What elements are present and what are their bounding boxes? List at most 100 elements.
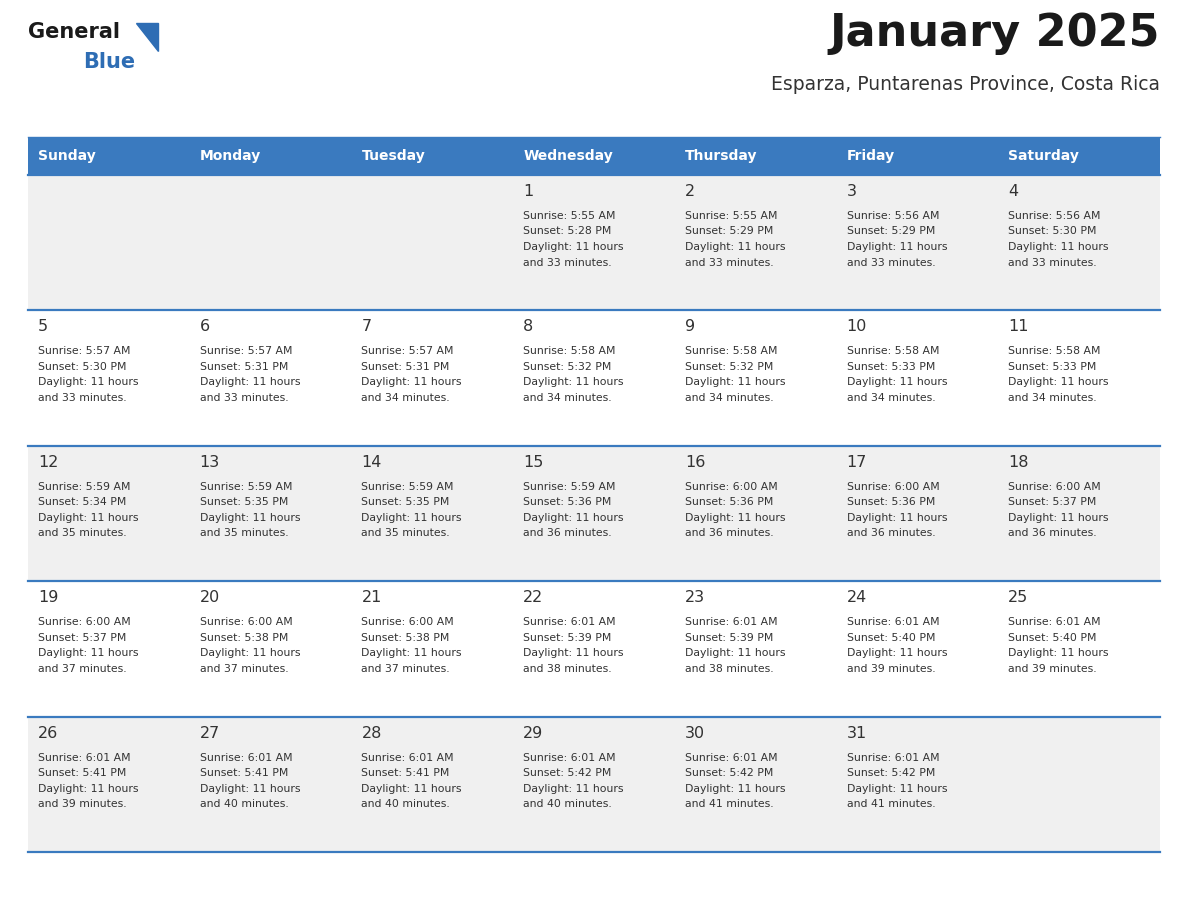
- Text: Sunrise: 6:01 AM: Sunrise: 6:01 AM: [1009, 617, 1101, 627]
- Text: 27: 27: [200, 725, 220, 741]
- Text: 4: 4: [1009, 184, 1018, 199]
- Text: 19: 19: [38, 590, 58, 605]
- Text: Sunrise: 6:00 AM: Sunrise: 6:00 AM: [38, 617, 131, 627]
- Text: Daylight: 11 hours: Daylight: 11 hours: [361, 648, 462, 658]
- Text: Sunset: 5:36 PM: Sunset: 5:36 PM: [684, 498, 773, 508]
- Text: Esparza, Puntarenas Province, Costa Rica: Esparza, Puntarenas Province, Costa Rica: [771, 75, 1159, 94]
- Text: 29: 29: [523, 725, 543, 741]
- Text: and 33 minutes.: and 33 minutes.: [38, 393, 127, 403]
- Text: Sunset: 5:34 PM: Sunset: 5:34 PM: [38, 498, 126, 508]
- Text: Sunset: 5:37 PM: Sunset: 5:37 PM: [1009, 498, 1097, 508]
- Text: and 40 minutes.: and 40 minutes.: [361, 799, 450, 809]
- Bar: [29, 446, 1159, 581]
- Text: Sunset: 5:33 PM: Sunset: 5:33 PM: [847, 362, 935, 372]
- Text: Sunset: 5:38 PM: Sunset: 5:38 PM: [361, 633, 450, 643]
- Text: Sunset: 5:30 PM: Sunset: 5:30 PM: [38, 362, 126, 372]
- Text: Sunset: 5:41 PM: Sunset: 5:41 PM: [38, 768, 126, 778]
- Text: 25: 25: [1009, 590, 1029, 605]
- Text: and 37 minutes.: and 37 minutes.: [361, 664, 450, 674]
- Text: and 39 minutes.: and 39 minutes.: [847, 664, 935, 674]
- Text: Daylight: 11 hours: Daylight: 11 hours: [847, 242, 947, 252]
- Text: Sunrise: 6:01 AM: Sunrise: 6:01 AM: [523, 617, 615, 627]
- Text: Sunrise: 5:58 AM: Sunrise: 5:58 AM: [847, 346, 939, 356]
- Text: Daylight: 11 hours: Daylight: 11 hours: [684, 513, 785, 522]
- Text: Saturday: Saturday: [1009, 149, 1079, 163]
- Text: Sunset: 5:41 PM: Sunset: 5:41 PM: [361, 768, 450, 778]
- Text: Sunset: 5:29 PM: Sunset: 5:29 PM: [847, 227, 935, 237]
- Text: 3: 3: [847, 184, 857, 199]
- Bar: [190, 137, 352, 175]
- Text: and 35 minutes.: and 35 minutes.: [200, 528, 289, 538]
- Text: 31: 31: [847, 725, 867, 741]
- Text: 11: 11: [1009, 319, 1029, 334]
- Text: Sunrise: 5:57 AM: Sunrise: 5:57 AM: [200, 346, 292, 356]
- Text: 26: 26: [38, 725, 58, 741]
- Text: Sunrise: 6:01 AM: Sunrise: 6:01 AM: [38, 753, 131, 763]
- Text: Sunrise: 5:55 AM: Sunrise: 5:55 AM: [523, 211, 615, 221]
- Polygon shape: [135, 23, 158, 51]
- Text: and 34 minutes.: and 34 minutes.: [1009, 393, 1097, 403]
- Text: and 41 minutes.: and 41 minutes.: [847, 799, 935, 809]
- Text: Daylight: 11 hours: Daylight: 11 hours: [847, 784, 947, 793]
- Text: Sunset: 5:32 PM: Sunset: 5:32 PM: [684, 362, 773, 372]
- Text: and 33 minutes.: and 33 minutes.: [1009, 258, 1097, 267]
- Text: Sunrise: 6:01 AM: Sunrise: 6:01 AM: [847, 617, 940, 627]
- Text: and 33 minutes.: and 33 minutes.: [200, 393, 289, 403]
- Bar: [352, 137, 513, 175]
- Text: Daylight: 11 hours: Daylight: 11 hours: [684, 242, 785, 252]
- Text: and 33 minutes.: and 33 minutes.: [847, 258, 935, 267]
- Text: Sunrise: 6:01 AM: Sunrise: 6:01 AM: [847, 753, 940, 763]
- Text: Sunrise: 6:01 AM: Sunrise: 6:01 AM: [523, 753, 615, 763]
- Text: Sunset: 5:28 PM: Sunset: 5:28 PM: [523, 227, 612, 237]
- Bar: [836, 137, 998, 175]
- Bar: [998, 137, 1159, 175]
- Text: Sunrise: 6:00 AM: Sunrise: 6:00 AM: [847, 482, 940, 492]
- Text: Monday: Monday: [200, 149, 261, 163]
- Text: Sunrise: 5:57 AM: Sunrise: 5:57 AM: [38, 346, 131, 356]
- Text: 20: 20: [200, 590, 220, 605]
- Text: and 39 minutes.: and 39 minutes.: [38, 799, 127, 809]
- Text: 17: 17: [847, 454, 867, 470]
- Text: 8: 8: [523, 319, 533, 334]
- Text: and 34 minutes.: and 34 minutes.: [847, 393, 935, 403]
- Text: Sunset: 5:37 PM: Sunset: 5:37 PM: [38, 633, 126, 643]
- Bar: [29, 175, 1159, 310]
- Text: Daylight: 11 hours: Daylight: 11 hours: [523, 513, 624, 522]
- Text: and 38 minutes.: and 38 minutes.: [684, 664, 773, 674]
- Text: Daylight: 11 hours: Daylight: 11 hours: [684, 784, 785, 793]
- Text: Daylight: 11 hours: Daylight: 11 hours: [684, 377, 785, 387]
- Text: and 33 minutes.: and 33 minutes.: [684, 258, 773, 267]
- Text: and 38 minutes.: and 38 minutes.: [523, 664, 612, 674]
- Text: Sunday: Sunday: [38, 149, 96, 163]
- Text: 18: 18: [1009, 454, 1029, 470]
- Text: Sunrise: 6:01 AM: Sunrise: 6:01 AM: [200, 753, 292, 763]
- Text: 1: 1: [523, 184, 533, 199]
- Bar: [29, 717, 1159, 852]
- Text: Sunrise: 5:57 AM: Sunrise: 5:57 AM: [361, 346, 454, 356]
- Text: Daylight: 11 hours: Daylight: 11 hours: [38, 377, 139, 387]
- Text: General: General: [29, 22, 120, 42]
- Text: 24: 24: [847, 590, 867, 605]
- Text: Daylight: 11 hours: Daylight: 11 hours: [361, 784, 462, 793]
- Text: Tuesday: Tuesday: [361, 149, 425, 163]
- Text: Daylight: 11 hours: Daylight: 11 hours: [200, 648, 301, 658]
- Text: 16: 16: [684, 454, 706, 470]
- Text: Daylight: 11 hours: Daylight: 11 hours: [847, 648, 947, 658]
- Text: and 34 minutes.: and 34 minutes.: [361, 393, 450, 403]
- Text: and 40 minutes.: and 40 minutes.: [523, 799, 612, 809]
- Text: Sunset: 5:32 PM: Sunset: 5:32 PM: [523, 362, 612, 372]
- Text: Sunset: 5:42 PM: Sunset: 5:42 PM: [684, 768, 773, 778]
- Text: Friday: Friday: [847, 149, 895, 163]
- Text: Sunset: 5:39 PM: Sunset: 5:39 PM: [523, 633, 612, 643]
- Text: 7: 7: [361, 319, 372, 334]
- Text: 30: 30: [684, 725, 704, 741]
- Text: and 33 minutes.: and 33 minutes.: [523, 258, 612, 267]
- Text: Daylight: 11 hours: Daylight: 11 hours: [684, 648, 785, 658]
- Text: and 36 minutes.: and 36 minutes.: [1009, 528, 1097, 538]
- Text: January 2025: January 2025: [829, 12, 1159, 55]
- Text: Sunset: 5:42 PM: Sunset: 5:42 PM: [847, 768, 935, 778]
- Text: Sunrise: 5:56 AM: Sunrise: 5:56 AM: [1009, 211, 1101, 221]
- Text: Daylight: 11 hours: Daylight: 11 hours: [523, 784, 624, 793]
- Text: Daylight: 11 hours: Daylight: 11 hours: [847, 377, 947, 387]
- Text: Daylight: 11 hours: Daylight: 11 hours: [361, 513, 462, 522]
